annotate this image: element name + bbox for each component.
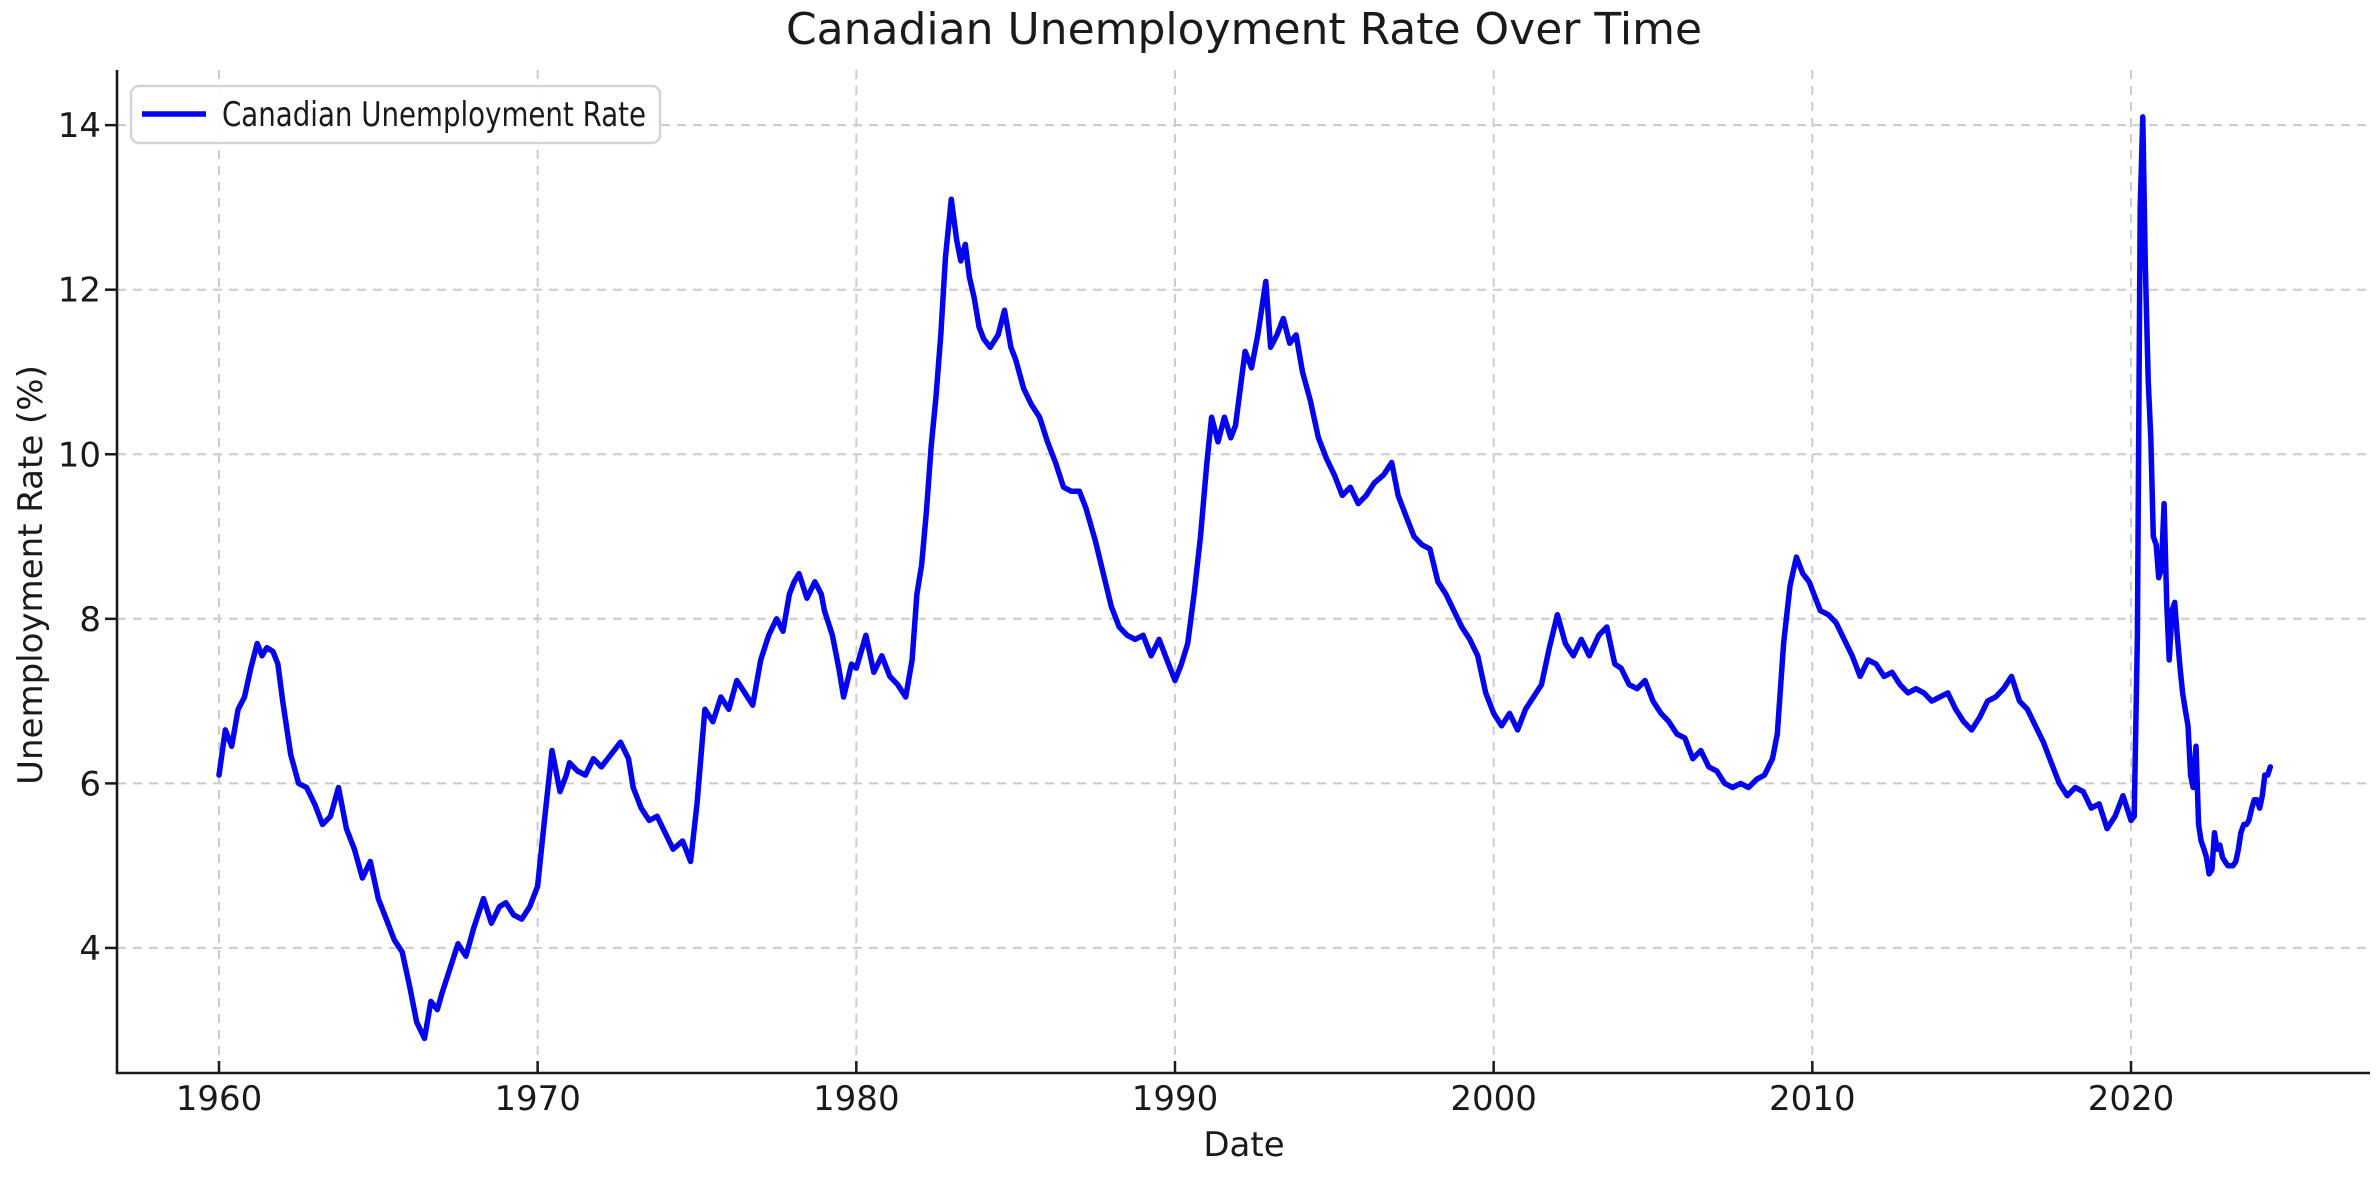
y-tick-label-8: 8 bbox=[79, 600, 101, 640]
y-tick-label-12: 12 bbox=[58, 271, 101, 311]
x-tick-label-2000: 2000 bbox=[1450, 1079, 1537, 1119]
y-tick-label-4: 4 bbox=[79, 929, 101, 969]
y-tick-label-6: 6 bbox=[79, 764, 101, 804]
x-tick-label-2020: 2020 bbox=[2088, 1079, 2175, 1119]
y-tick-label-14: 14 bbox=[58, 106, 101, 146]
axis-ticks bbox=[105, 123, 2133, 1073]
x-tick-label-2010: 2010 bbox=[1769, 1079, 1856, 1119]
x-axis-label: Date bbox=[1203, 1125, 1284, 1165]
legend-box bbox=[129, 84, 662, 145]
axis-tick-labels: 1960 1970 1980 1990 2000 2010 2020 4 6 8 10 12 14 bbox=[58, 106, 2175, 1119]
chart-title: Canadian Unemployment Rate Over Time bbox=[786, 4, 1702, 55]
y-tick-label-10: 10 bbox=[58, 435, 101, 475]
legend-label: Canadian Unemployment Rate bbox=[222, 95, 646, 135]
x-tick-label-1970: 1970 bbox=[494, 1079, 581, 1119]
unemployment-rate-line bbox=[216, 114, 2274, 1042]
gridlines bbox=[117, 70, 2372, 1073]
x-tick-label-1980: 1980 bbox=[813, 1079, 900, 1119]
x-tick-label-1990: 1990 bbox=[1132, 1079, 1219, 1119]
x-tick-label-1960: 1960 bbox=[176, 1079, 263, 1119]
y-axis-label: Unemployment Rate (%) bbox=[11, 365, 51, 785]
legend: Canadian Unemployment Rate bbox=[129, 84, 662, 145]
